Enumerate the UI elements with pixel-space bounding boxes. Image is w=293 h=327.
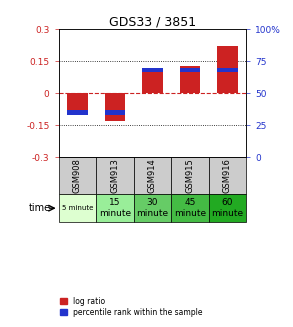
Text: 60
minute: 60 minute — [211, 198, 243, 218]
Text: time: time — [29, 203, 51, 213]
Text: 5 minute: 5 minute — [62, 205, 93, 211]
Text: 45
minute: 45 minute — [174, 198, 206, 218]
Bar — [96, 157, 134, 194]
Text: GSM914: GSM914 — [148, 158, 157, 193]
Text: 15
minute: 15 minute — [99, 198, 131, 218]
Text: GSM908: GSM908 — [73, 158, 82, 193]
Bar — [217, 46, 238, 93]
Bar — [105, 110, 125, 114]
Legend: log ratio, percentile rank within the sample: log ratio, percentile rank within the sa… — [57, 294, 206, 320]
Text: GSM913: GSM913 — [110, 158, 119, 193]
Bar — [134, 157, 171, 194]
Bar — [171, 157, 209, 194]
Bar — [142, 68, 163, 72]
Bar — [217, 68, 238, 72]
Bar — [180, 68, 200, 72]
Text: GSM916: GSM916 — [223, 158, 232, 193]
Bar — [142, 72, 163, 93]
Bar — [67, 93, 88, 114]
Bar — [59, 157, 96, 194]
Bar — [209, 157, 246, 194]
Bar — [134, 194, 171, 222]
Title: GDS33 / 3851: GDS33 / 3851 — [109, 15, 196, 28]
Bar — [209, 194, 246, 222]
Bar — [59, 194, 96, 222]
Text: 30
minute: 30 minute — [136, 198, 168, 218]
Text: GSM915: GSM915 — [185, 158, 194, 193]
Bar — [96, 194, 134, 222]
Bar — [171, 194, 209, 222]
Bar — [105, 93, 125, 121]
Bar — [67, 110, 88, 114]
Bar — [180, 66, 200, 93]
